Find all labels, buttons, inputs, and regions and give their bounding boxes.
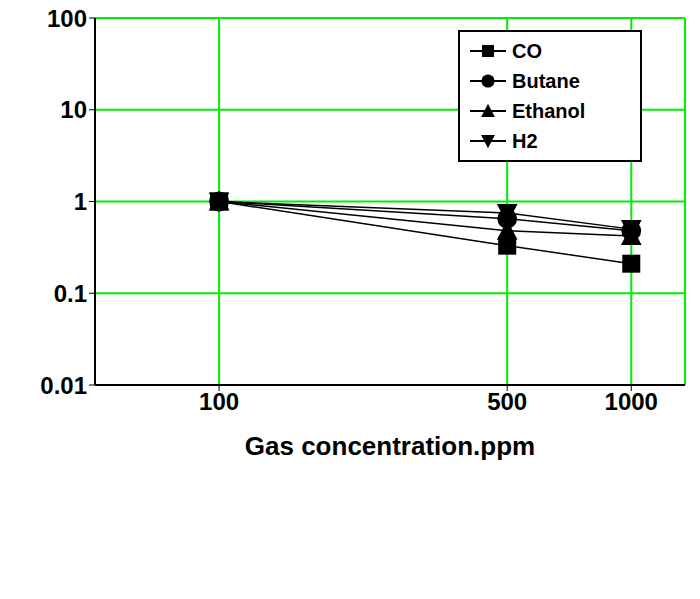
html-text:Ethanol: Ethanol	[512, 99, 586, 122]
svg-text:1000: 1000	[605, 388, 658, 415]
html-text:CO: CO	[512, 39, 542, 62]
svg-text:0.01: 0.01	[40, 372, 87, 399]
html-text:Butane: Butane	[512, 69, 580, 92]
html-text:H2: H2	[512, 129, 538, 152]
svg-text:1: 1	[74, 188, 87, 215]
svg-text:Gas concentration.ppm: Gas concentration.ppm	[245, 431, 535, 461]
svg-text:100: 100	[199, 388, 239, 415]
svg-text:10: 10	[60, 96, 87, 123]
svg-text:500: 500	[487, 388, 527, 415]
svg-text:0.1: 0.1	[54, 280, 87, 307]
svg-text:100: 100	[47, 8, 87, 32]
